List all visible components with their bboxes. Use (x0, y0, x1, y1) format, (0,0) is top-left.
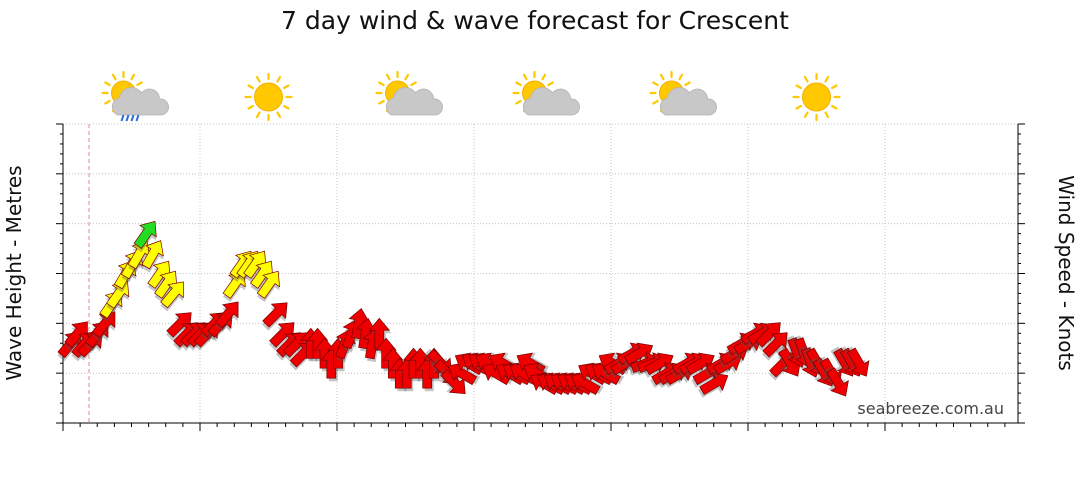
wind-arrow-shape (141, 240, 164, 270)
sun-ray (515, 99, 522, 105)
rain-drop (135, 114, 140, 122)
cloud-shape (385, 87, 443, 116)
sun-ray (824, 111, 830, 119)
wind-arrow-shape (256, 270, 280, 299)
rain-drop (125, 114, 130, 122)
sun-ray (803, 75, 809, 83)
wind-arrow (141, 240, 164, 273)
watermark: seabreeze.com.au (857, 399, 1004, 418)
sun-ray (678, 73, 684, 81)
sun-ray (652, 81, 659, 87)
sun-ray (684, 81, 691, 87)
wind-arrow-shape (91, 311, 116, 339)
sun-ray (830, 84, 838, 90)
sun-disc (254, 82, 283, 112)
sun-ray (378, 99, 385, 105)
cloud-shape (111, 87, 169, 116)
wind-arrow (133, 220, 157, 253)
wind-arrow-shape (375, 337, 397, 369)
weather-day (244, 72, 293, 122)
sun-ray (104, 81, 111, 87)
wind-arrow-shape (106, 280, 130, 309)
wind-arrow (160, 281, 184, 312)
weather-row (101, 70, 841, 122)
sun-cloud-icon (649, 70, 717, 116)
sun-ray (830, 104, 838, 110)
sun-ray (410, 81, 417, 87)
sun-ray (795, 104, 803, 110)
sun-ray (136, 81, 143, 87)
sun-ray (803, 111, 809, 119)
wind-arrow-shape (382, 347, 404, 379)
wind-arrow-shape (133, 220, 157, 249)
wind-arrow (222, 270, 246, 302)
sun-ray (795, 84, 803, 90)
sun-ray (515, 81, 522, 87)
chart-title: 7 day wind & wave forecast for Crescent (281, 6, 789, 35)
weather-day (375, 70, 443, 116)
sun-ray (247, 104, 255, 110)
sun-cloud-rain-icon (101, 70, 169, 122)
sun-ray (255, 75, 261, 83)
sun-ray (104, 99, 111, 105)
right-axis-label: Wind Speed - Knots (1054, 175, 1078, 371)
axes (56, 123, 1025, 431)
sun-ray (652, 99, 659, 105)
sun-cloud-icon (512, 70, 580, 116)
sun-cloud-icon (375, 70, 443, 116)
sun-ray (276, 111, 282, 119)
weather-day (101, 70, 169, 122)
wind-arrow-shape (826, 367, 849, 397)
wind-arrow (106, 280, 130, 312)
rain-drop (130, 114, 135, 122)
sun-ray (659, 73, 665, 81)
sun-ray (282, 84, 290, 90)
sun-disc (802, 82, 831, 112)
sun-ray (276, 75, 282, 83)
wind-arrow (844, 346, 870, 377)
wind-arrow (823, 366, 849, 397)
wind-arrows (57, 220, 870, 398)
weather-day (512, 70, 580, 116)
sun-ray (824, 75, 830, 83)
sun-ray (247, 84, 255, 90)
wind-arrow-shape (222, 270, 246, 299)
weather-day (792, 72, 841, 122)
sun-ray (522, 73, 528, 81)
wind-arrow-shape (160, 281, 184, 309)
sun-ray (282, 104, 290, 110)
sun-icon (244, 72, 293, 122)
sun-ray (385, 73, 391, 81)
weather-day (649, 70, 717, 116)
rain-drop (120, 114, 125, 122)
wind-arrow-shape (846, 347, 870, 377)
sun-ray (378, 81, 385, 87)
sun-ray (541, 73, 547, 81)
wind-arrow (214, 301, 239, 332)
sun-ray (111, 73, 117, 81)
wind-arrow-shape (762, 332, 788, 358)
wind-arrow (91, 311, 116, 342)
wind-arrow-shape (262, 302, 288, 328)
sun-ray (255, 111, 261, 119)
left-axis-label: Wave Height - Metres (2, 165, 26, 380)
wind-arrow-shape (214, 301, 239, 329)
cloud-shape (659, 87, 717, 116)
sun-ray (404, 73, 410, 81)
wind-arrow (256, 270, 280, 302)
sun-icon (792, 72, 841, 122)
cloud-shape (522, 87, 580, 116)
sun-ray (547, 81, 554, 87)
sun-ray (130, 73, 136, 81)
wind-arrow (762, 332, 788, 361)
wind-arrow (262, 302, 288, 331)
